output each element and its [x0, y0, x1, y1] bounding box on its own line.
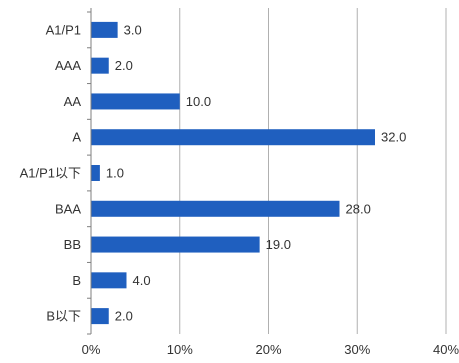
category-label: B	[72, 273, 81, 288]
y-axis	[87, 8, 92, 335]
bar	[91, 200, 340, 217]
x-tick-label: 10%	[167, 342, 193, 357]
bar	[91, 21, 118, 38]
data-label: 28.0	[346, 201, 371, 216]
category-label: A	[72, 130, 81, 145]
category-label: A1/P1以下	[20, 166, 81, 181]
data-label: 4.0	[133, 273, 151, 288]
category-label: AAA	[55, 58, 81, 73]
category-label: AA	[64, 94, 82, 109]
x-tick-label: 0%	[82, 342, 101, 357]
x-tick-label: 40%	[433, 342, 459, 357]
data-label: 2.0	[115, 309, 133, 324]
data-label: 1.0	[106, 166, 124, 181]
grid-lines	[179, 8, 447, 334]
bar	[91, 236, 260, 253]
bar	[91, 57, 109, 74]
bar	[91, 272, 127, 289]
category-label: BAA	[55, 201, 81, 216]
data-label: 10.0	[186, 94, 211, 109]
bar	[91, 93, 180, 110]
data-label: 32.0	[381, 130, 406, 145]
data-label: 2.0	[115, 58, 133, 73]
category-label: A1/P1	[46, 22, 81, 37]
data-labels: 3.0 2.0 10.0 32.0 1.0 28.0 19.0 4.0 2.0	[106, 22, 406, 323]
category-label: BB	[64, 237, 81, 252]
bar	[91, 129, 375, 146]
data-label: 19.0	[266, 237, 291, 252]
x-tick-labels: 0% 10% 20% 30% 40%	[82, 342, 459, 357]
x-tick-label: 30%	[344, 342, 370, 357]
category-label: B以下	[46, 309, 81, 324]
bar	[91, 308, 109, 325]
bar	[91, 165, 100, 181]
x-tick-label: 20%	[255, 342, 281, 357]
bars	[91, 21, 375, 325]
data-label: 3.0	[124, 22, 142, 37]
